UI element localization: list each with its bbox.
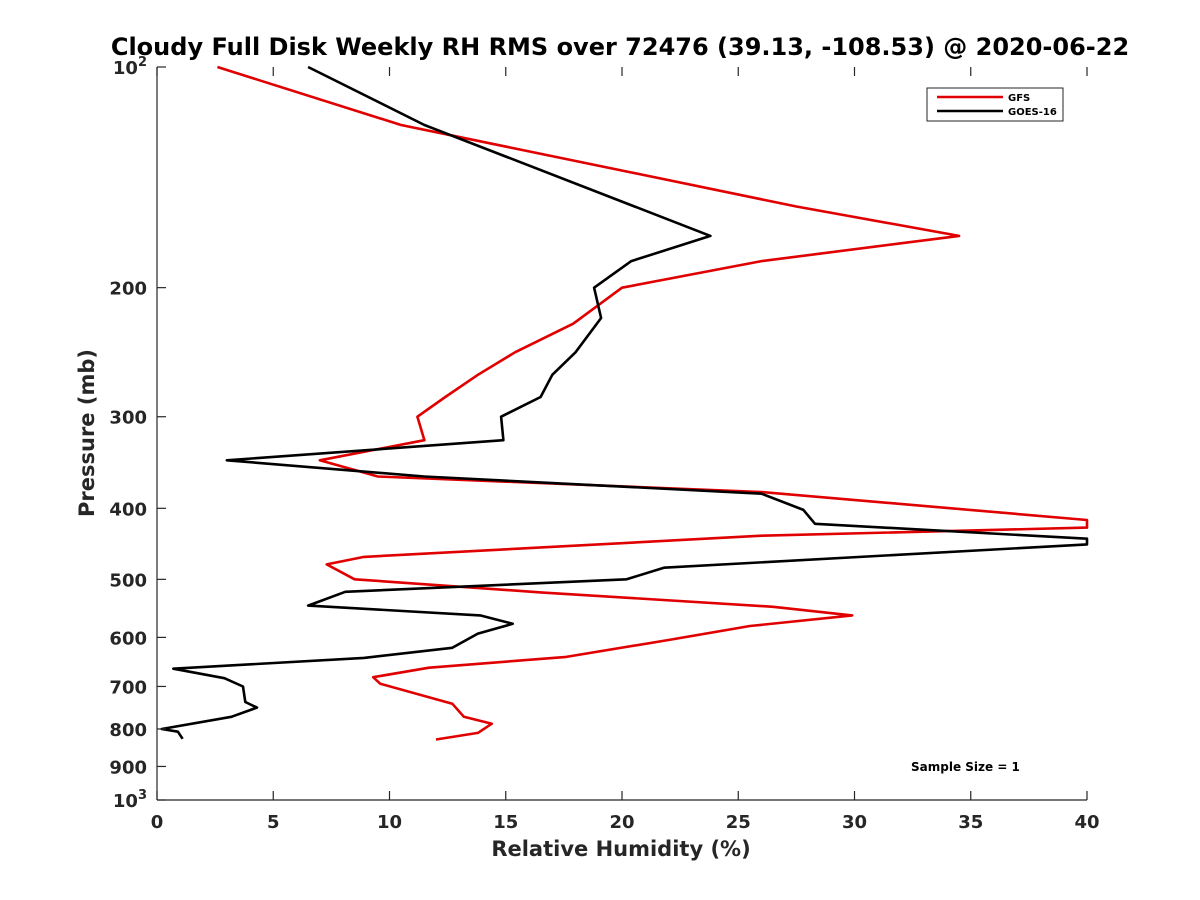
x-tick-label: 0 [151, 812, 164, 833]
legend-label-goes16: GOES-16 [1008, 107, 1057, 118]
x-tick-label: 25 [726, 812, 751, 833]
y-tick-label-base: 300 [109, 408, 147, 429]
legend-label-gfs: GFS [1008, 93, 1030, 104]
y-tick-label: 900 [109, 757, 147, 778]
legend: GFS GOES-16 [926, 87, 1064, 122]
x-tick-label: 20 [609, 812, 634, 833]
y-tick-label: 500 [109, 570, 147, 591]
y-tick-label-base: 400 [109, 499, 147, 520]
plot-area: 0 5 10 15 20 25 30 35 40 10220030040050060070080… [109, 55, 1099, 833]
sample-size-annotation: Sample Size = 1 [911, 760, 1020, 774]
x-ticks: 0 5 10 15 20 25 30 35 40 [151, 67, 1100, 833]
chart-title: Cloudy Full Disk Weekly RH RMS over 7247… [111, 33, 1129, 61]
y-tick-label: 300 [109, 408, 147, 429]
y-tick-label: 102 [113, 55, 147, 79]
y-tick-label-base: 10 [113, 58, 138, 79]
x-tick-label: 5 [267, 812, 280, 833]
y-tick-label-base: 900 [109, 757, 147, 778]
x-axis-label: Relative Humidity (%) [491, 837, 750, 861]
y-tick-label: 400 [109, 499, 147, 520]
x-tick-label: 35 [958, 812, 983, 833]
y-axis-label: Pressure (mb) [75, 349, 99, 517]
y-tick-label: 103 [113, 788, 147, 812]
series-line-gfs [217, 65, 1089, 741]
y-tick-label-base: 700 [109, 677, 147, 698]
x-tick-label: 30 [842, 812, 867, 833]
y-tick-label: 800 [109, 720, 147, 741]
y-tick-label-base: 800 [109, 720, 147, 741]
y-tick-label-base: 600 [109, 628, 147, 649]
y-tick-label-base: 200 [109, 279, 147, 300]
x-tick-label: 15 [493, 812, 518, 833]
series-line-goes16 [160, 65, 1089, 740]
y-tick-label: 600 [109, 628, 147, 649]
y-tick-label: 200 [109, 279, 147, 300]
series-layer [160, 65, 1089, 741]
plot-background [157, 67, 1087, 800]
x-tick-label: 10 [377, 812, 402, 833]
y-tick-label-base: 10 [113, 791, 138, 812]
y-tick-label-base: 500 [109, 570, 147, 591]
y-tick-label-exponent: 3 [138, 788, 147, 803]
legend-box [926, 87, 1064, 122]
x-tick-label: 40 [1074, 812, 1099, 833]
y-tick-label-exponent: 2 [138, 55, 147, 70]
y-tick-label: 700 [109, 677, 147, 698]
